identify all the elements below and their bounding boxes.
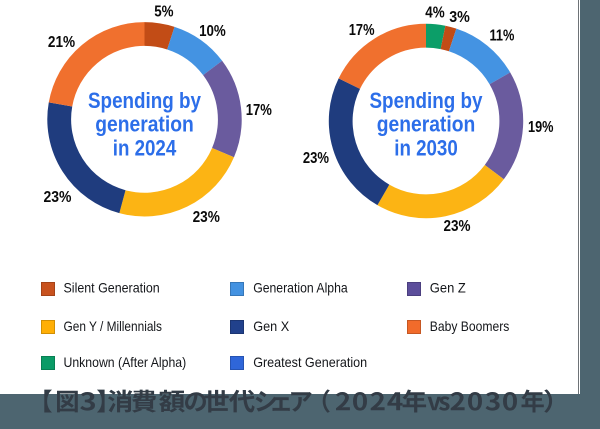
svg-text:Spending by: Spending by bbox=[370, 88, 484, 113]
svg-text:17%: 17% bbox=[246, 102, 272, 119]
svg-text:in 2024: in 2024 bbox=[113, 135, 177, 160]
svg-text:21%: 21% bbox=[48, 34, 75, 51]
svg-text:17%: 17% bbox=[349, 22, 375, 39]
svg-text:Baby Boomers: Baby Boomers bbox=[430, 318, 510, 334]
svg-text:23%: 23% bbox=[444, 218, 471, 235]
svg-text:Gen Z: Gen Z bbox=[430, 280, 466, 296]
svg-text:10%: 10% bbox=[199, 23, 226, 40]
svg-text:Generation Alpha: Generation Alpha bbox=[253, 280, 348, 296]
svg-text:23%: 23% bbox=[193, 209, 220, 226]
svg-text:11%: 11% bbox=[490, 28, 515, 45]
svg-text:4%: 4% bbox=[425, 4, 444, 21]
svg-text:generation: generation bbox=[95, 112, 194, 137]
svg-text:23%: 23% bbox=[303, 150, 329, 167]
svg-text:Gen X: Gen X bbox=[253, 318, 290, 334]
svg-text:generation: generation bbox=[377, 112, 476, 137]
svg-text:Greatest Generation: Greatest Generation bbox=[253, 354, 367, 370]
svg-text:Spending by: Spending by bbox=[88, 88, 202, 113]
svg-text:5%: 5% bbox=[154, 4, 173, 21]
svg-text:Unknown (After Alpha): Unknown (After Alpha) bbox=[64, 354, 187, 370]
svg-text:3%: 3% bbox=[449, 9, 470, 26]
svg-text:19%: 19% bbox=[528, 119, 554, 136]
svg-text:Silent Generation: Silent Generation bbox=[64, 280, 160, 296]
svg-text:23%: 23% bbox=[44, 189, 72, 206]
svg-text:in 2030: in 2030 bbox=[394, 135, 458, 160]
svg-text:Gen Y / Millennials: Gen Y / Millennials bbox=[64, 318, 163, 334]
